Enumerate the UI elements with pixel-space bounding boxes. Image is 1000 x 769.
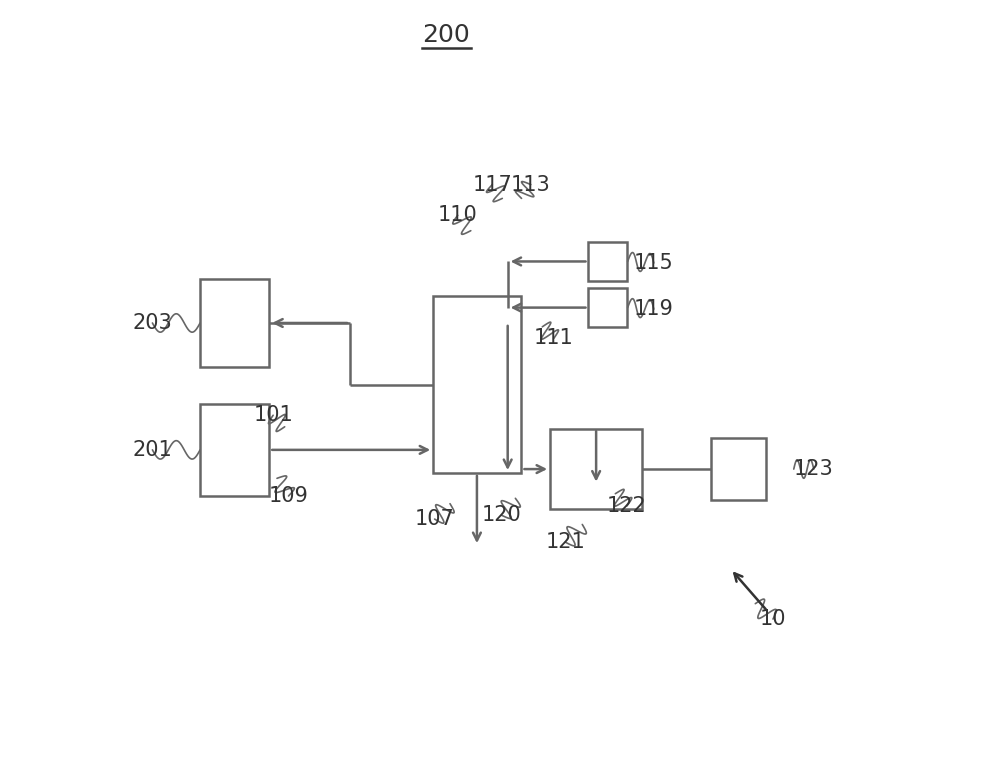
Text: 201: 201	[133, 440, 172, 460]
Bar	[588, 288, 627, 327]
Text: 123: 123	[794, 459, 834, 479]
Bar	[711, 438, 766, 500]
Text: 122: 122	[607, 496, 647, 516]
Bar	[200, 279, 269, 368]
Bar	[550, 428, 642, 509]
Bar	[433, 296, 521, 473]
Text: 119: 119	[634, 299, 674, 319]
Text: 10: 10	[760, 609, 786, 629]
Text: 203: 203	[133, 313, 172, 333]
Text: 101: 101	[253, 405, 293, 425]
Text: 109: 109	[269, 486, 308, 506]
Text: 200: 200	[422, 22, 470, 47]
Text: 110: 110	[438, 205, 478, 225]
Text: 120: 120	[482, 505, 521, 525]
Bar	[588, 242, 627, 281]
Text: 113: 113	[511, 175, 551, 195]
Text: 117: 117	[472, 175, 512, 195]
Text: 107: 107	[415, 509, 455, 529]
Text: 111: 111	[534, 328, 574, 348]
Text: 121: 121	[545, 532, 585, 552]
Bar	[200, 404, 269, 496]
Text: 115: 115	[634, 253, 674, 273]
